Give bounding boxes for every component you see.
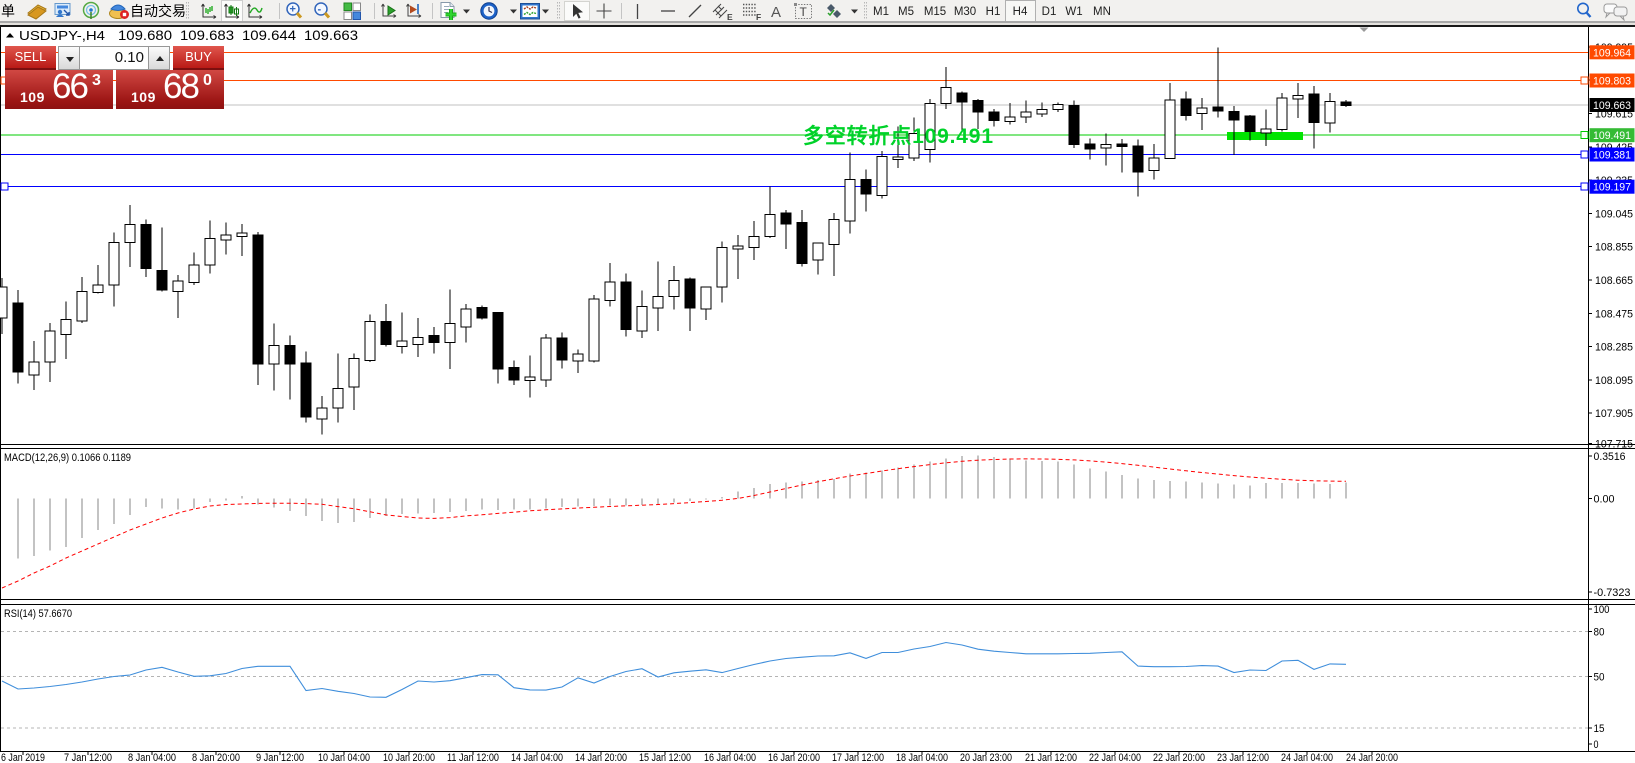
svg-text:107.905: 107.905 xyxy=(1595,408,1633,420)
svg-text:108.285: 108.285 xyxy=(1595,342,1633,354)
svg-text:0: 0 xyxy=(1594,739,1599,751)
svg-text:M1: M1 xyxy=(873,6,889,18)
svg-text:109.663: 109.663 xyxy=(304,27,358,43)
svg-text:24 Jan 20:00: 24 Jan 20:00 xyxy=(1346,752,1398,763)
svg-text:MN: MN xyxy=(1093,6,1111,18)
svg-text:H4: H4 xyxy=(1013,6,1028,18)
svg-text:15: 15 xyxy=(1594,723,1605,735)
svg-text:-0.7323: -0.7323 xyxy=(1594,587,1631,599)
svg-text:20 Jan 23:00: 20 Jan 23:00 xyxy=(960,752,1012,763)
svg-text:108.475: 108.475 xyxy=(1595,308,1633,320)
svg-text:80: 80 xyxy=(1594,627,1605,639)
svg-text:108.855: 108.855 xyxy=(1595,242,1633,254)
svg-text:0.00: 0.00 xyxy=(1594,493,1615,505)
svg-text:7 Jan 12:00: 7 Jan 12:00 xyxy=(64,752,112,763)
svg-text:M30: M30 xyxy=(954,6,976,18)
svg-text:108.665: 108.665 xyxy=(1595,275,1633,287)
svg-text:108.095: 108.095 xyxy=(1595,375,1633,387)
svg-text:F: F xyxy=(756,12,761,22)
svg-text:8 Jan 20:00: 8 Jan 20:00 xyxy=(192,752,240,763)
svg-text:M15: M15 xyxy=(924,6,946,18)
svg-text:单: 单 xyxy=(1,3,15,19)
svg-text:T: T xyxy=(800,5,808,19)
svg-text:18 Jan 04:00: 18 Jan 04:00 xyxy=(896,752,948,763)
svg-text:109.680: 109.680 xyxy=(118,27,172,43)
svg-text:109.803: 109.803 xyxy=(1593,76,1631,88)
svg-text:D1: D1 xyxy=(1042,6,1057,18)
svg-text:109.644: 109.644 xyxy=(242,27,296,43)
svg-text:17 Jan 12:00: 17 Jan 12:00 xyxy=(832,752,884,763)
svg-text:多空转折点109.491: 多空转折点109.491 xyxy=(803,124,993,148)
svg-text:109.197: 109.197 xyxy=(1593,182,1631,194)
svg-text:24 Jan 04:00: 24 Jan 04:00 xyxy=(1281,752,1333,763)
svg-text:109.683: 109.683 xyxy=(180,27,234,43)
svg-text:10 Jan 20:00: 10 Jan 20:00 xyxy=(383,752,435,763)
svg-text:E: E xyxy=(727,12,733,22)
svg-text:MACD(12,26,9) 0.1066 0.1189: MACD(12,26,9) 0.1066 0.1189 xyxy=(4,452,131,464)
svg-text:9 Jan 12:00: 9 Jan 12:00 xyxy=(256,752,304,763)
svg-text:100: 100 xyxy=(1594,604,1610,616)
svg-text:自动交易: 自动交易 xyxy=(130,3,186,19)
svg-text:-: - xyxy=(318,4,322,16)
svg-text:50: 50 xyxy=(1594,672,1605,684)
svg-text:109.381: 109.381 xyxy=(1593,150,1631,162)
svg-text:14 Jan 04:00: 14 Jan 04:00 xyxy=(511,752,563,763)
svg-text:14 Jan 20:00: 14 Jan 20:00 xyxy=(575,752,627,763)
svg-text:107.715: 107.715 xyxy=(1595,439,1633,451)
svg-text:W1: W1 xyxy=(1065,6,1082,18)
svg-text:109.491: 109.491 xyxy=(1593,130,1631,142)
svg-text:109.045: 109.045 xyxy=(1595,208,1633,220)
svg-text:16 Jan 20:00: 16 Jan 20:00 xyxy=(768,752,820,763)
svg-text:6 Jan 2019: 6 Jan 2019 xyxy=(1,752,45,763)
svg-text:A: A xyxy=(771,4,781,21)
svg-text:22 Jan 20:00: 22 Jan 20:00 xyxy=(1153,752,1205,763)
svg-text:H1: H1 xyxy=(986,6,1001,18)
svg-text:109.663: 109.663 xyxy=(1593,100,1631,112)
svg-text:22 Jan 04:00: 22 Jan 04:00 xyxy=(1089,752,1141,763)
svg-text:+: + xyxy=(290,4,296,16)
svg-text:10 Jan 04:00: 10 Jan 04:00 xyxy=(318,752,370,763)
svg-text:21 Jan 12:00: 21 Jan 12:00 xyxy=(1025,752,1077,763)
svg-text:0.3516: 0.3516 xyxy=(1594,451,1626,463)
svg-text:16 Jan 04:00: 16 Jan 04:00 xyxy=(704,752,756,763)
svg-text:USDJPY-,H4: USDJPY-,H4 xyxy=(19,28,105,43)
svg-text:15 Jan 12:00: 15 Jan 12:00 xyxy=(639,752,691,763)
svg-text:23 Jan 12:00: 23 Jan 12:00 xyxy=(1217,752,1269,763)
svg-text:M5: M5 xyxy=(898,6,914,18)
svg-text:109.964: 109.964 xyxy=(1593,47,1631,59)
svg-text:RSI(14) 57.6670: RSI(14) 57.6670 xyxy=(4,608,72,620)
svg-text:8 Jan 04:00: 8 Jan 04:00 xyxy=(128,752,176,763)
svg-text:11 Jan 12:00: 11 Jan 12:00 xyxy=(447,752,499,763)
